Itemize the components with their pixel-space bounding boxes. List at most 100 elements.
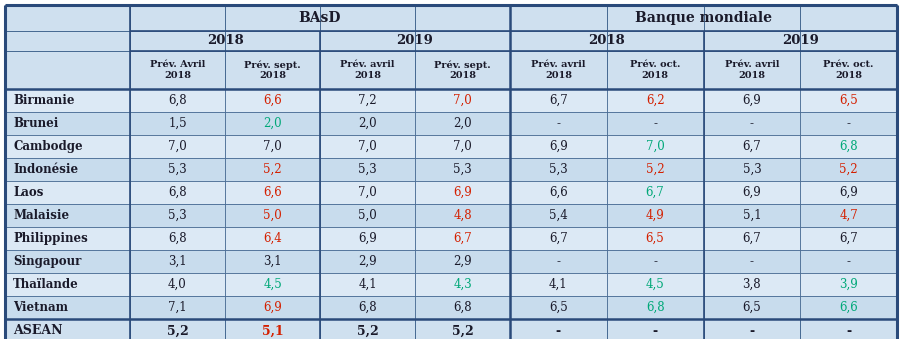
Bar bbox=[225, 296, 320, 319]
Text: 6,8: 6,8 bbox=[646, 301, 665, 314]
Bar bbox=[607, 181, 704, 204]
Text: 7,0: 7,0 bbox=[646, 140, 665, 153]
Bar bbox=[225, 31, 320, 51]
Text: 6,8: 6,8 bbox=[840, 140, 858, 153]
Text: -: - bbox=[556, 324, 561, 338]
Bar bbox=[415, 135, 510, 158]
Bar bbox=[5, 5, 130, 31]
Text: 2019: 2019 bbox=[782, 35, 819, 47]
Text: 6,5: 6,5 bbox=[549, 301, 567, 314]
Bar bbox=[415, 112, 510, 135]
Bar bbox=[607, 319, 704, 339]
Text: 5,0: 5,0 bbox=[263, 209, 281, 222]
Bar bbox=[415, 51, 510, 89]
Bar bbox=[5, 181, 130, 204]
Bar bbox=[225, 158, 320, 181]
Bar bbox=[5, 89, 130, 112]
Bar bbox=[415, 273, 510, 296]
Bar bbox=[225, 227, 320, 250]
Text: 4,7: 4,7 bbox=[839, 209, 858, 222]
Text: 7,0: 7,0 bbox=[453, 94, 472, 107]
Bar bbox=[415, 296, 510, 319]
Bar bbox=[320, 273, 415, 296]
Bar bbox=[320, 5, 415, 31]
Bar bbox=[800, 31, 897, 51]
Bar bbox=[607, 51, 704, 89]
Text: 5,2: 5,2 bbox=[840, 163, 858, 176]
Bar bbox=[320, 158, 415, 181]
Bar bbox=[320, 135, 415, 158]
Bar bbox=[225, 204, 320, 227]
Text: 6,9: 6,9 bbox=[742, 94, 761, 107]
Bar bbox=[225, 51, 320, 89]
Bar bbox=[320, 181, 415, 204]
Text: -: - bbox=[847, 117, 851, 130]
Text: 6,8: 6,8 bbox=[168, 186, 187, 199]
Bar bbox=[320, 89, 415, 112]
Text: Birmanie: Birmanie bbox=[13, 94, 75, 107]
Bar bbox=[225, 250, 320, 273]
Bar bbox=[800, 250, 897, 273]
Text: 2018: 2018 bbox=[588, 35, 625, 47]
Bar bbox=[800, 227, 897, 250]
Text: Banque mondiale: Banque mondiale bbox=[635, 11, 772, 25]
Bar bbox=[607, 31, 704, 51]
Text: -: - bbox=[750, 117, 754, 130]
Text: Thaïlande: Thaïlande bbox=[13, 278, 78, 291]
Text: 6,5: 6,5 bbox=[646, 232, 665, 245]
Text: Prév. oct.
2018: Prév. oct. 2018 bbox=[824, 60, 874, 80]
Text: 2,0: 2,0 bbox=[453, 117, 472, 130]
Text: Prév. sept.
2018: Prév. sept. 2018 bbox=[434, 60, 491, 80]
Text: Cambodge: Cambodge bbox=[13, 140, 83, 153]
Text: 6,2: 6,2 bbox=[646, 94, 665, 107]
Text: 6,9: 6,9 bbox=[453, 186, 472, 199]
Bar bbox=[320, 250, 415, 273]
Text: 6,5: 6,5 bbox=[839, 94, 858, 107]
Bar bbox=[130, 135, 225, 158]
Text: 6,5: 6,5 bbox=[742, 301, 761, 314]
Text: Prév. Avril
2018: Prév. Avril 2018 bbox=[150, 60, 205, 80]
Bar bbox=[800, 89, 897, 112]
Bar bbox=[5, 296, 130, 319]
Bar bbox=[704, 250, 800, 273]
Text: -: - bbox=[750, 324, 754, 338]
Bar bbox=[607, 296, 704, 319]
Text: 6,9: 6,9 bbox=[839, 186, 858, 199]
Bar bbox=[320, 112, 415, 135]
Text: 3,9: 3,9 bbox=[839, 278, 858, 291]
Text: Philippines: Philippines bbox=[13, 232, 87, 245]
Text: 5,0: 5,0 bbox=[358, 209, 377, 222]
Text: Prév. avril
2018: Prév. avril 2018 bbox=[340, 60, 395, 80]
Bar bbox=[510, 273, 607, 296]
Text: 5,2: 5,2 bbox=[646, 163, 665, 176]
Text: 2,9: 2,9 bbox=[358, 255, 377, 268]
Bar bbox=[225, 319, 320, 339]
Bar bbox=[607, 5, 704, 31]
Text: 4,5: 4,5 bbox=[646, 278, 665, 291]
Bar bbox=[800, 51, 897, 89]
Bar bbox=[415, 204, 510, 227]
Bar bbox=[704, 5, 800, 31]
Bar bbox=[130, 227, 225, 250]
Text: 5,2: 5,2 bbox=[263, 163, 281, 176]
Text: 6,8: 6,8 bbox=[358, 301, 377, 314]
Text: 7,0: 7,0 bbox=[358, 186, 377, 199]
Text: 6,6: 6,6 bbox=[263, 94, 281, 107]
Text: -: - bbox=[557, 255, 560, 268]
Text: -: - bbox=[653, 117, 658, 130]
Bar bbox=[225, 89, 320, 112]
Bar bbox=[607, 135, 704, 158]
Text: 7,0: 7,0 bbox=[168, 140, 187, 153]
Text: 4,1: 4,1 bbox=[358, 278, 377, 291]
Bar bbox=[5, 319, 130, 339]
Bar bbox=[510, 112, 607, 135]
Bar bbox=[320, 319, 415, 339]
Bar bbox=[415, 250, 510, 273]
Bar bbox=[5, 204, 130, 227]
Text: 6,8: 6,8 bbox=[168, 232, 187, 245]
Bar bbox=[510, 319, 607, 339]
Bar bbox=[130, 31, 225, 51]
Bar bbox=[130, 158, 225, 181]
Bar bbox=[800, 158, 897, 181]
Text: 6,6: 6,6 bbox=[839, 301, 858, 314]
